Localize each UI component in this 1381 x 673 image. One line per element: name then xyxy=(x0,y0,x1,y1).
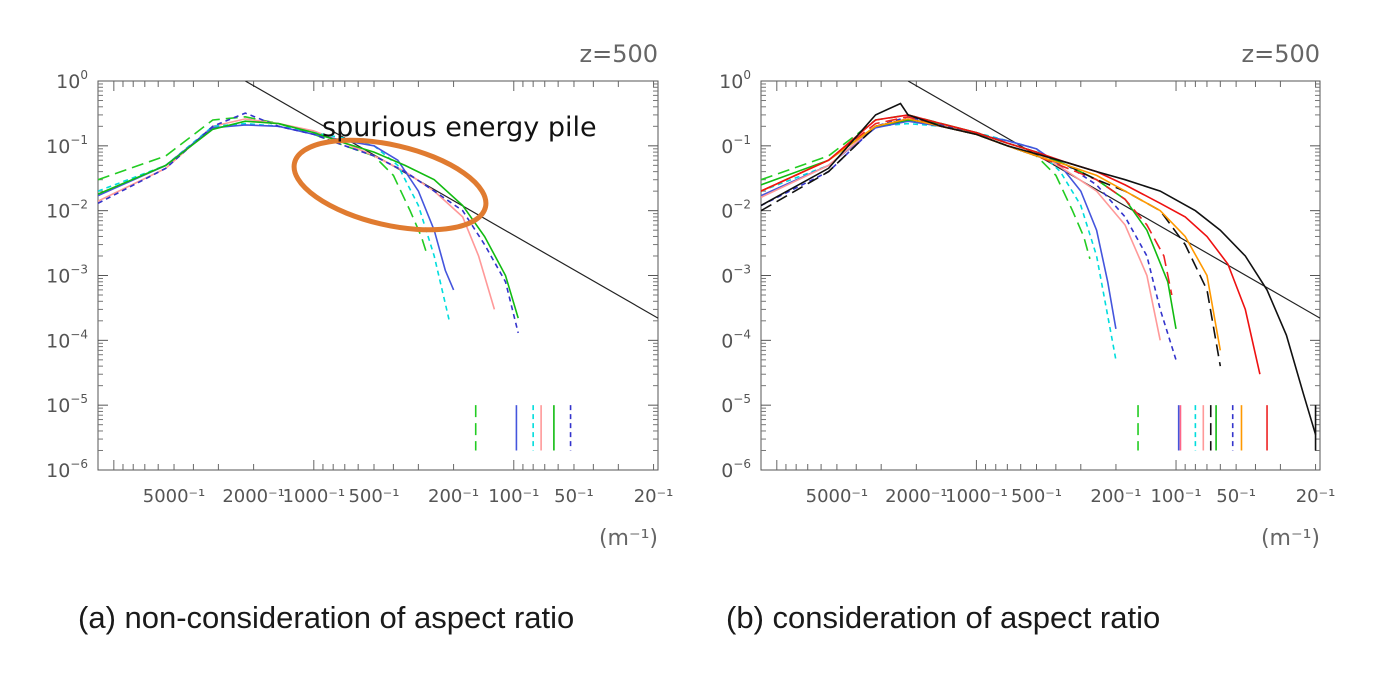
series-line-6 xyxy=(98,120,519,319)
x-tick-label: 1000⁻¹ xyxy=(283,486,346,507)
x-tick-label: 50⁻¹ xyxy=(1216,486,1256,507)
y-tick-label: 0−4 xyxy=(721,327,751,352)
plot-area xyxy=(761,81,1320,451)
y-tick-label: 10−2 xyxy=(46,198,88,223)
caption-panel-b: (b) consideration of aspect ratio xyxy=(726,600,1161,635)
series-line-5 xyxy=(98,112,519,334)
x-tick-label: 200⁻¹ xyxy=(428,486,479,507)
x-axis-label: (m⁻¹) xyxy=(1261,526,1320,551)
y-tick-label: 10−6 xyxy=(46,457,88,482)
x-tick-label: 500⁻¹ xyxy=(348,486,399,507)
series-line-9 xyxy=(761,118,1222,351)
series-line-7 xyxy=(761,115,1173,296)
y-tick-label: 0−3 xyxy=(721,263,751,288)
annotation-ellipse xyxy=(291,137,489,233)
x-tick-label: 100⁻¹ xyxy=(488,486,539,507)
y-tick-label: 0−6 xyxy=(721,457,751,482)
plot-frame xyxy=(760,80,1321,471)
series-line-6 xyxy=(761,119,1177,330)
series-line-4 xyxy=(761,118,1161,341)
x-axis-label: (m⁻¹) xyxy=(599,526,658,551)
y-tick-label: 100 xyxy=(56,68,88,93)
y-tick-label: 10−4 xyxy=(46,327,88,352)
y-tick-label: 0−1 xyxy=(721,133,751,158)
x-tick-label: 2000⁻¹ xyxy=(885,486,948,507)
x-tick-label: 2000⁻¹ xyxy=(222,486,285,507)
chart-title: z=500 xyxy=(579,40,658,68)
y-tick-label: 0−2 xyxy=(721,198,751,223)
series-line-5 xyxy=(761,115,1177,361)
series-line-2 xyxy=(98,118,496,310)
series-line-1 xyxy=(98,115,429,257)
series-line-11 xyxy=(761,102,1317,435)
x-tick-label: 20⁻¹ xyxy=(1296,486,1336,507)
y-tick-label: 10−3 xyxy=(46,263,88,288)
series-line-4 xyxy=(98,124,455,291)
annotation-label: spurious energy pile xyxy=(322,112,597,143)
y-tick-label: 0−5 xyxy=(721,392,751,417)
series-line-3 xyxy=(98,122,451,321)
x-tick-label: 1000⁻¹ xyxy=(945,486,1008,507)
x-tick-label: 200⁻¹ xyxy=(1090,486,1141,507)
y-tick-label: 100 xyxy=(719,68,751,93)
reference-slope-line xyxy=(907,81,1320,319)
x-tick-label: 50⁻¹ xyxy=(554,486,594,507)
chart-title: z=500 xyxy=(1241,40,1320,68)
y-tick-label: 10−5 xyxy=(46,392,88,417)
x-tick-label: 20⁻¹ xyxy=(634,486,674,507)
caption-panel-a: (a) non-consideration of aspect ratio xyxy=(78,600,575,635)
series-line-3 xyxy=(761,120,1117,330)
reference-slope-line xyxy=(245,81,658,319)
y-tick-label: 10−1 xyxy=(46,133,88,158)
x-tick-label: 100⁻¹ xyxy=(1150,486,1201,507)
x-tick-label: 5000⁻¹ xyxy=(143,486,206,507)
x-tick-label: 500⁻¹ xyxy=(1011,486,1062,507)
series-line-1 xyxy=(761,114,1091,260)
series-line-2 xyxy=(761,122,1117,361)
x-tick-label: 5000⁻¹ xyxy=(806,486,869,507)
